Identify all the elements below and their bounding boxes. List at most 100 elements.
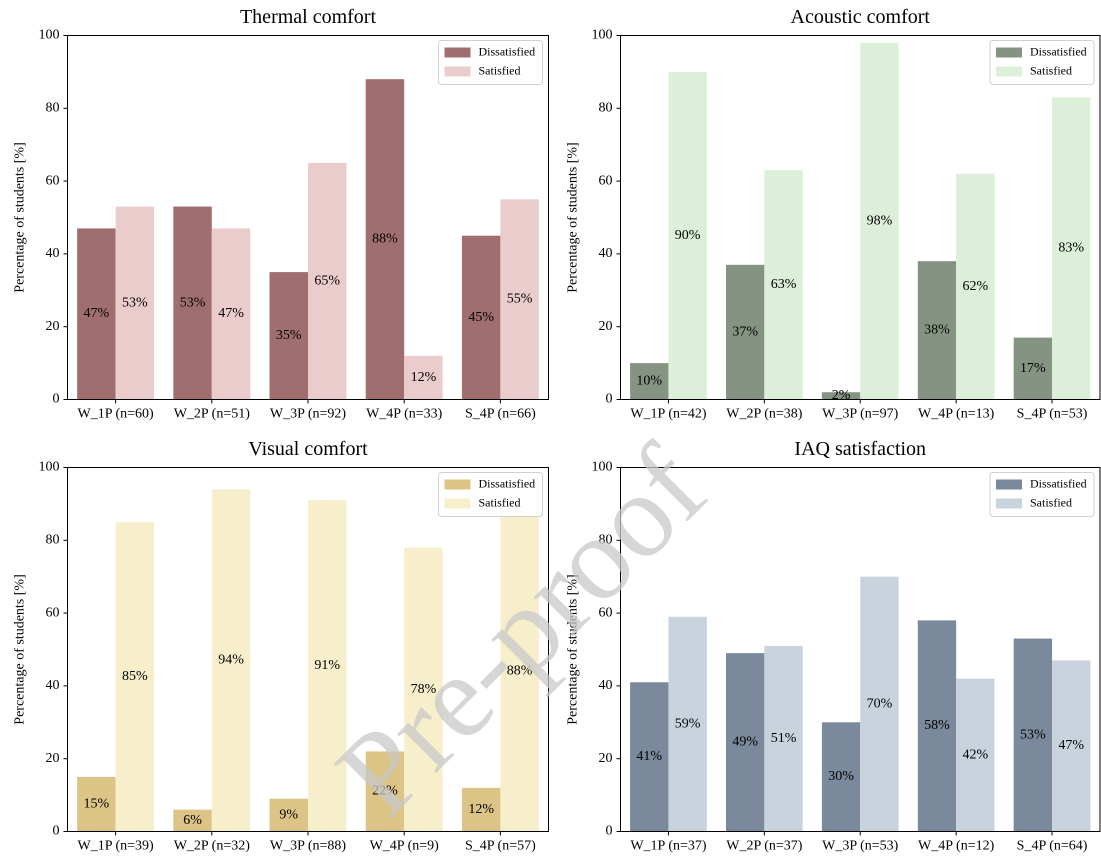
x-tick-label: W_3P (n=53) xyxy=(822,839,899,854)
value-label: 6% xyxy=(183,813,202,828)
legend-swatch xyxy=(444,479,471,490)
bar xyxy=(1013,638,1053,832)
y-tick-label: 100 xyxy=(39,460,60,475)
legend: Dissatisfied Satisfied xyxy=(989,472,1095,517)
y-tick-label: 80 xyxy=(599,533,613,548)
bar xyxy=(630,682,669,832)
subplot: 47% 53% 35% 88% 45% 53% 47% 65% 12% 55% 0 20 40 60 80 1… xyxy=(13,6,549,422)
legend-label: Satisfied xyxy=(1030,63,1072,77)
x-tick-label: W_4P (n=33) xyxy=(366,407,443,422)
value-label: 83% xyxy=(1058,241,1084,256)
chart-title: Visual comfort xyxy=(248,438,368,460)
value-label: 49% xyxy=(732,735,758,750)
legend-swatch xyxy=(996,47,1022,58)
bar xyxy=(764,645,803,832)
bar xyxy=(956,173,995,400)
subplot: 10% 37% 2% 38% 17% 90% 63% 98% 62% 83% 0 20 40 60 80 10… xyxy=(566,6,1101,422)
value-label: 70% xyxy=(867,696,893,711)
y-tick-label: 0 xyxy=(53,824,60,839)
legend-swatch xyxy=(444,47,471,58)
legend-swatch xyxy=(444,498,471,509)
y-tick-label: 0 xyxy=(606,824,613,839)
value-label: 42% xyxy=(962,747,988,762)
plots: 47%53%35%88%45%53%47%65%12%55%0204060801… xyxy=(13,6,1101,854)
bar xyxy=(308,500,347,832)
x-tick-label: W_2P (n=32) xyxy=(174,839,251,854)
x-tick-label: W_2P (n=38) xyxy=(726,407,803,422)
bar xyxy=(269,798,308,832)
bar xyxy=(77,776,116,832)
x-tick-label: W_2P (n=37) xyxy=(726,839,803,854)
x-tick-label: W_3P (n=97) xyxy=(822,407,899,422)
x-tick-label: W_4P (n=12) xyxy=(918,839,995,854)
value-label: 41% xyxy=(636,749,662,764)
y-axis-label: Percentage of students [%] xyxy=(13,142,28,292)
value-label: 63% xyxy=(771,277,797,292)
value-label: 65% xyxy=(314,273,340,288)
bar xyxy=(115,522,155,832)
bar xyxy=(308,162,347,400)
bar xyxy=(365,79,405,400)
bar xyxy=(211,489,251,832)
y-tick-label: 60 xyxy=(599,605,613,620)
x-tick-label: W_1P (n=60) xyxy=(77,407,154,422)
bar xyxy=(821,392,861,400)
legend: Dissatisfied Satisfied xyxy=(438,472,543,517)
y-tick-label: 60 xyxy=(46,173,60,188)
y-axis-label: Percentage of students [%] xyxy=(13,574,28,724)
x-tick-label: W_3P (n=92) xyxy=(270,407,347,422)
bar xyxy=(821,722,861,832)
value-label: 12% xyxy=(411,370,437,385)
bar xyxy=(461,787,501,832)
value-label: 47% xyxy=(84,306,110,321)
subplot: 15% 6% 9% 22% 12% 85% 94% 91% 78% 88% 0 20 40 60 80 100… xyxy=(13,438,549,854)
bar xyxy=(1052,660,1091,832)
value-label: 17% xyxy=(1020,361,1046,376)
y-tick-label: 40 xyxy=(599,678,613,693)
legend-swatch xyxy=(444,66,471,77)
x-tick-label: W_2P (n=51) xyxy=(174,407,251,422)
legend-label: Satisfied xyxy=(479,495,521,509)
legend-label: Satisfied xyxy=(1030,495,1072,509)
x-tick-label: W_1P (n=42) xyxy=(630,407,707,422)
value-label: 85% xyxy=(122,669,148,684)
legend-swatch xyxy=(996,66,1022,77)
y-tick-label: 20 xyxy=(46,751,60,766)
value-label: 12% xyxy=(468,802,494,817)
value-label: 59% xyxy=(675,716,701,731)
legend: Dissatisfied Satisfied xyxy=(438,40,543,85)
value-label: 38% xyxy=(924,323,950,338)
value-label: 88% xyxy=(372,232,398,247)
legend-label: Dissatisfied xyxy=(479,476,536,490)
value-label: 98% xyxy=(867,213,893,228)
y-tick-label: 60 xyxy=(599,173,613,188)
value-label: 47% xyxy=(1058,738,1084,753)
x-tick-label: W_4P (n=13) xyxy=(918,407,995,422)
x-tick-label: W_1P (n=37) xyxy=(630,839,707,854)
value-label: 10% xyxy=(636,374,662,389)
legend-swatch xyxy=(996,479,1022,490)
legend-label: Dissatisfied xyxy=(1030,44,1087,58)
bar xyxy=(115,206,155,400)
legend-label: Satisfied xyxy=(479,63,521,77)
x-tick-label: W_4P (n=9) xyxy=(370,839,440,854)
bar xyxy=(461,235,501,400)
legend-swatch xyxy=(996,498,1022,509)
x-tick-label: S_4P (n=57) xyxy=(465,839,536,854)
bar xyxy=(365,751,405,832)
value-label: 9% xyxy=(279,807,298,822)
y-axis-label: Percentage of students [%] xyxy=(566,574,581,724)
chart-title: Acoustic comfort xyxy=(791,6,931,28)
bar xyxy=(668,616,707,832)
y-tick-label: 0 xyxy=(606,392,613,407)
y-tick-label: 100 xyxy=(39,28,60,43)
value-label: 90% xyxy=(675,228,701,243)
value-label: 58% xyxy=(924,718,950,733)
value-label: 53% xyxy=(1020,727,1046,742)
bar xyxy=(917,261,957,400)
x-tick-label: S_4P (n=64) xyxy=(1017,839,1088,854)
y-tick-label: 100 xyxy=(592,28,613,43)
chart-title: Thermal comfort xyxy=(240,6,376,28)
value-label: 15% xyxy=(84,796,110,811)
